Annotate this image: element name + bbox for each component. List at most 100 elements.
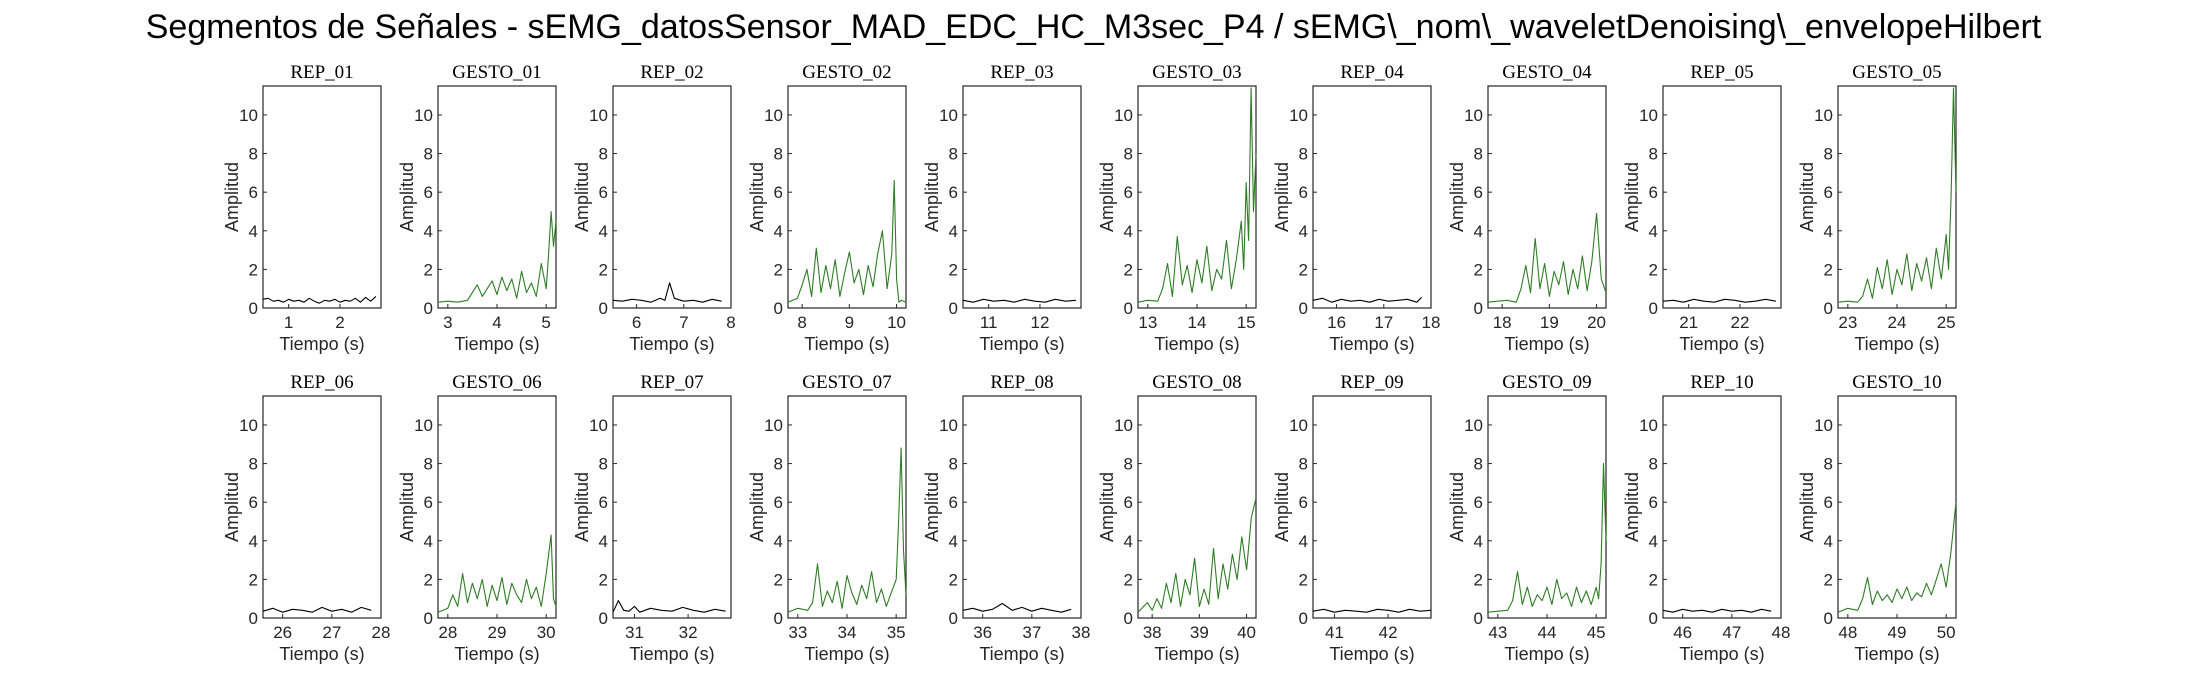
subplot-title: REP_02 <box>640 62 703 83</box>
y-tick-label: 2 <box>1824 260 1833 279</box>
plot-area <box>612 395 732 619</box>
y-tick-label: 0 <box>774 609 783 628</box>
x-tick-label: 49 <box>1888 623 1907 642</box>
x-tick-label: 46 <box>1673 623 1692 642</box>
y-tick-label: 10 <box>1814 106 1833 125</box>
y-tick-label: 0 <box>1299 299 1308 318</box>
y-tick-label: 4 <box>1299 222 1308 241</box>
x-tick-label: 36 <box>973 623 992 642</box>
x-tick-label: 31 <box>625 623 644 642</box>
x-axis-label: Tiempo (s) <box>1329 644 1414 664</box>
series-line <box>1487 463 1607 613</box>
plot-area <box>1312 85 1432 309</box>
y-axis-label: Amplitud <box>1797 162 1817 232</box>
series-line <box>1662 608 1772 613</box>
y-tick-label: 0 <box>1649 299 1658 318</box>
y-tick-label: 8 <box>1649 455 1658 474</box>
y-tick-label: 6 <box>1299 493 1308 512</box>
y-tick-label: 0 <box>774 299 783 318</box>
y-tick-label: 10 <box>1114 416 1133 435</box>
plot-area <box>787 395 907 619</box>
y-tick-label: 8 <box>599 455 608 474</box>
y-tick-label: 0 <box>1124 609 1133 628</box>
y-tick-label: 6 <box>774 493 783 512</box>
y-axis-label: Amplitud <box>1447 162 1467 232</box>
y-tick-label: 2 <box>1299 570 1308 589</box>
y-tick-label: 8 <box>424 145 433 164</box>
subplot-title: GESTO_07 <box>802 372 891 393</box>
y-tick-label: 4 <box>424 532 433 551</box>
x-axis-label: Tiempo (s) <box>1679 334 1764 354</box>
x-tick-label: 17 <box>1374 313 1393 332</box>
y-tick-label: 6 <box>249 493 258 512</box>
x-axis-label: Tiempo (s) <box>979 644 1064 664</box>
x-tick-label: 11 <box>980 313 998 332</box>
y-tick-label: 4 <box>1124 532 1133 551</box>
x-axis-label: Tiempo (s) <box>1854 644 1939 664</box>
x-axis-label: Tiempo (s) <box>1154 644 1239 664</box>
x-tick-label: 37 <box>1022 623 1041 642</box>
subplot-title: GESTO_10 <box>1852 372 1941 393</box>
y-tick-label: 0 <box>424 299 433 318</box>
x-axis-label: Tiempo (s) <box>454 644 539 664</box>
x-tick-label: 6 <box>632 313 641 332</box>
x-tick-label: 39 <box>1190 623 1209 642</box>
subplot-title: GESTO_09 <box>1502 372 1591 393</box>
y-tick-label: 10 <box>1114 106 1133 125</box>
y-tick-label: 6 <box>1299 183 1308 202</box>
y-tick-label: 10 <box>414 416 433 435</box>
y-tick-label: 4 <box>774 222 783 241</box>
x-tick-label: 40 <box>1237 623 1256 642</box>
y-tick-label: 4 <box>599 222 608 241</box>
x-tick-label: 28 <box>372 623 391 642</box>
y-tick-label: 6 <box>424 183 433 202</box>
x-tick-label: 25 <box>1937 313 1956 332</box>
x-tick-label: 16 <box>1327 313 1346 332</box>
series-line <box>437 210 557 303</box>
series-line <box>1312 297 1422 303</box>
y-tick-label: 8 <box>249 455 258 474</box>
x-tick-label: 27 <box>322 623 341 642</box>
series-line <box>1662 298 1776 303</box>
y-tick-label: 2 <box>599 570 608 589</box>
series-line <box>262 606 372 613</box>
x-axis-label: Tiempo (s) <box>454 334 539 354</box>
series-line <box>612 282 722 303</box>
y-tick-label: 4 <box>1824 222 1833 241</box>
y-tick-label: 6 <box>1124 183 1133 202</box>
y-tick-label: 8 <box>599 145 608 164</box>
x-axis-label: Tiempo (s) <box>1854 334 1939 354</box>
series-line <box>962 298 1076 303</box>
x-tick-label: 28 <box>438 623 457 642</box>
series-line <box>1487 212 1607 303</box>
y-tick-label: 6 <box>949 493 958 512</box>
y-tick-label: 4 <box>1824 532 1833 551</box>
x-tick-label: 33 <box>788 623 807 642</box>
y-tick-label: 8 <box>949 455 958 474</box>
y-tick-label: 4 <box>1474 222 1483 241</box>
x-tick-label: 43 <box>1488 623 1507 642</box>
x-tick-label: 23 <box>1838 313 1857 332</box>
x-tick-label: 19 <box>1540 313 1559 332</box>
y-axis-label: Amplitud <box>397 472 417 542</box>
y-tick-label: 2 <box>1474 570 1483 589</box>
y-tick-label: 0 <box>599 299 608 318</box>
y-tick-label: 2 <box>1474 260 1483 279</box>
y-tick-label: 4 <box>599 532 608 551</box>
plot-area <box>612 85 732 309</box>
y-tick-label: 8 <box>424 455 433 474</box>
x-tick-label: 12 <box>1030 313 1049 332</box>
y-tick-label: 10 <box>1289 416 1308 435</box>
y-tick-label: 10 <box>414 106 433 125</box>
plot-area <box>262 85 382 309</box>
y-tick-label: 6 <box>949 183 958 202</box>
x-tick-label: 34 <box>838 623 857 642</box>
x-axis-label: Tiempo (s) <box>1679 644 1764 664</box>
x-axis-label: Tiempo (s) <box>1504 644 1589 664</box>
y-tick-label: 8 <box>774 455 783 474</box>
x-tick-label: 2 <box>335 313 344 332</box>
x-tick-label: 32 <box>679 623 698 642</box>
y-tick-label: 2 <box>1124 260 1133 279</box>
x-tick-label: 48 <box>1772 623 1791 642</box>
y-tick-label: 8 <box>774 145 783 164</box>
